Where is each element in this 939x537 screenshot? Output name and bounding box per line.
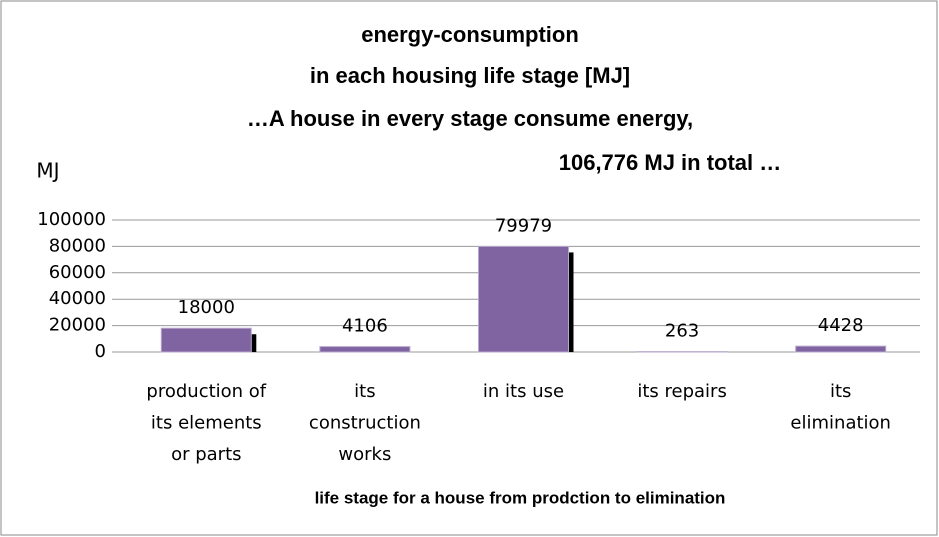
x-axis-label: life stage for a house from prodction to… (315, 488, 726, 507)
x-tick-label: or parts (171, 444, 241, 465)
bar (478, 245, 569, 353)
y-tick-label: 80000 (49, 235, 106, 256)
y-axis-label: MJ (36, 159, 59, 183)
chart-title: energy-consumption (361, 22, 579, 47)
y-tick-label: 100000 (37, 209, 106, 230)
chart-title: …A house in every stage consume energy, (247, 106, 693, 131)
data-label: 4106 (342, 316, 388, 337)
chart-title: 106,776 MJ in total … (559, 150, 782, 175)
y-tick-label: 40000 (49, 288, 106, 309)
bar (795, 345, 887, 353)
data-label: 263 (665, 321, 699, 342)
x-tick-label: its elements (151, 413, 262, 434)
x-tick-label: construction (309, 413, 421, 434)
y-tick-label: 0 (95, 341, 106, 362)
data-label: 4428 (818, 315, 864, 336)
data-label: 18000 (178, 297, 235, 318)
chart-title: in each housing life stage [MJ] (310, 63, 630, 88)
bar (319, 346, 411, 353)
y-tick-label: 20000 (49, 315, 106, 336)
bar-shadow (249, 334, 257, 352)
x-tick-label: in its use (483, 381, 564, 402)
x-tick-label: elimination (790, 413, 891, 434)
bar (160, 327, 252, 353)
x-tick-label: its (354, 381, 375, 402)
data-label: 79979 (495, 215, 552, 236)
y-tick-label: 60000 (49, 262, 106, 283)
x-tick-label: its repairs (637, 381, 726, 402)
x-tick-label: its (830, 381, 851, 402)
x-tick-label: production of (146, 381, 266, 402)
x-tick-label: works (338, 444, 391, 465)
bar-shadow (566, 252, 574, 352)
